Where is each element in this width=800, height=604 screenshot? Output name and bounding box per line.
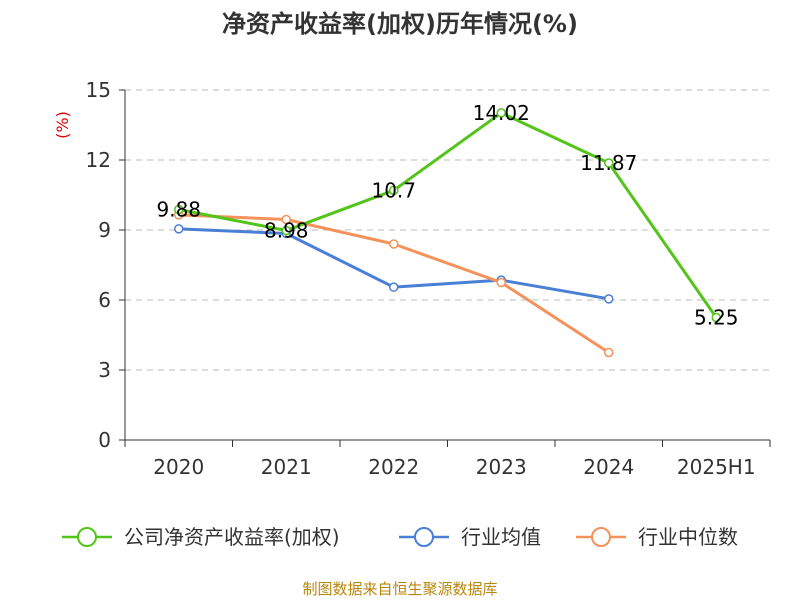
y-tick-label: 12 (86, 148, 111, 172)
data-point (711, 312, 721, 323)
x-tick-label: 2020 (153, 455, 204, 479)
data-label: 9.88 (156, 197, 201, 221)
data-label: 14.02 (473, 101, 530, 125)
y-tick-label: 9 (98, 218, 111, 242)
axes: 0 3 6 9 12 15 2020 2021 2022 2023 2024 2025H1 (86, 78, 771, 479)
x-tick-label: 2022 (368, 455, 419, 479)
data-point (174, 224, 184, 234)
legend: 公司净资产收益率(加权) 行业均值 行业中位数 (62, 525, 738, 549)
legend-marker (414, 527, 434, 547)
y-tick-label: 6 (98, 288, 111, 312)
data-label: 5.25 (694, 306, 739, 330)
legend-label: 行业中位数 (638, 525, 738, 549)
data-label: 8.98 (264, 218, 309, 242)
data-point (604, 158, 614, 168)
x-tick-label: 2021 (261, 455, 312, 479)
data-point (604, 347, 614, 358)
legend-label: 公司净资产收益率(加权) (124, 525, 340, 549)
data-point (604, 294, 614, 304)
y-tick-label: 3 (98, 358, 111, 382)
data-label: 10.7 (371, 178, 416, 202)
data-point (496, 108, 506, 118)
y-axis-label: (%) (53, 111, 72, 139)
legend-marker (591, 527, 611, 547)
data-point (174, 204, 184, 215)
x-tick-label: 2024 (583, 455, 634, 479)
source-note: 制图数据来自恒生聚源数据库 (302, 580, 497, 598)
data-point (389, 282, 399, 292)
data-point (496, 277, 506, 288)
x-tick-label: 2023 (476, 455, 527, 479)
data-label: 11.87 (580, 151, 637, 175)
data-point (281, 225, 291, 236)
series-line (178, 111, 718, 319)
data-point (389, 185, 399, 196)
data-point (281, 214, 291, 225)
chart-title: 净资产收益率(加权)历年情况(%) (222, 10, 578, 38)
legend-label: 行业均值 (461, 525, 541, 549)
series (174, 108, 721, 358)
y-tick-label: 15 (86, 78, 111, 102)
legend-marker (77, 527, 97, 547)
y-tick-label: 0 (98, 428, 111, 452)
gridlines (125, 89, 770, 371)
x-tick-label: 2025H1 (677, 455, 756, 479)
data-labels: 9.88 8.98 10.7 14.02 11.87 5.25 (156, 101, 738, 330)
data-point (389, 239, 399, 249)
